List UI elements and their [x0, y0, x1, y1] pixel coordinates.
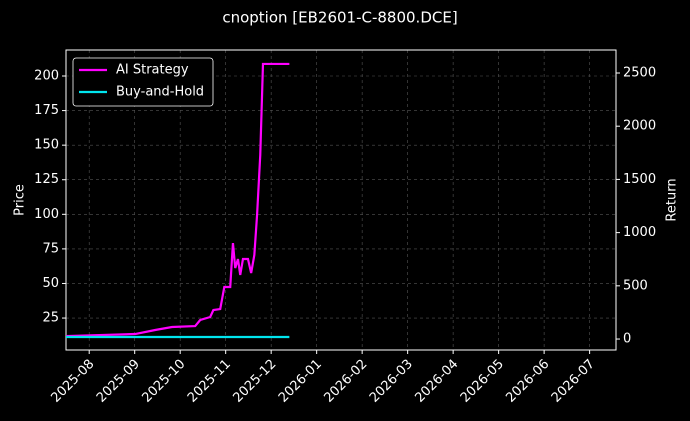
y-tick-label: 125 — [34, 172, 59, 187]
y2-tick-label: 1500 — [623, 172, 656, 187]
legend-label: Buy-and-Hold — [116, 85, 204, 100]
y2-axis-label: Return — [665, 178, 680, 221]
y2-tick-label: 2500 — [623, 65, 656, 80]
y-tick-label: 75 — [42, 241, 59, 256]
y-tick-label: 175 — [34, 103, 59, 118]
y2-tick-label: 2000 — [623, 119, 656, 134]
y2-tick-label: 0 — [623, 332, 631, 347]
y-tick-label: 200 — [34, 69, 59, 84]
y2-tick-label: 500 — [623, 278, 648, 293]
y-axis-label: Price — [13, 184, 28, 216]
plot-frame — [65, 49, 617, 351]
legend-box — [72, 57, 214, 107]
series-line — [65, 62, 290, 338]
chart-title: cnoption [EB2601-C-8800.DCE] — [222, 9, 457, 27]
legend-label: AI Strategy — [116, 63, 189, 78]
y2-tick-label: 1000 — [623, 225, 656, 240]
y-tick-label: 100 — [34, 207, 59, 222]
y-tick-label: 150 — [34, 138, 59, 153]
y-tick-label: 25 — [42, 311, 59, 326]
y-tick-label: 50 — [42, 276, 59, 291]
